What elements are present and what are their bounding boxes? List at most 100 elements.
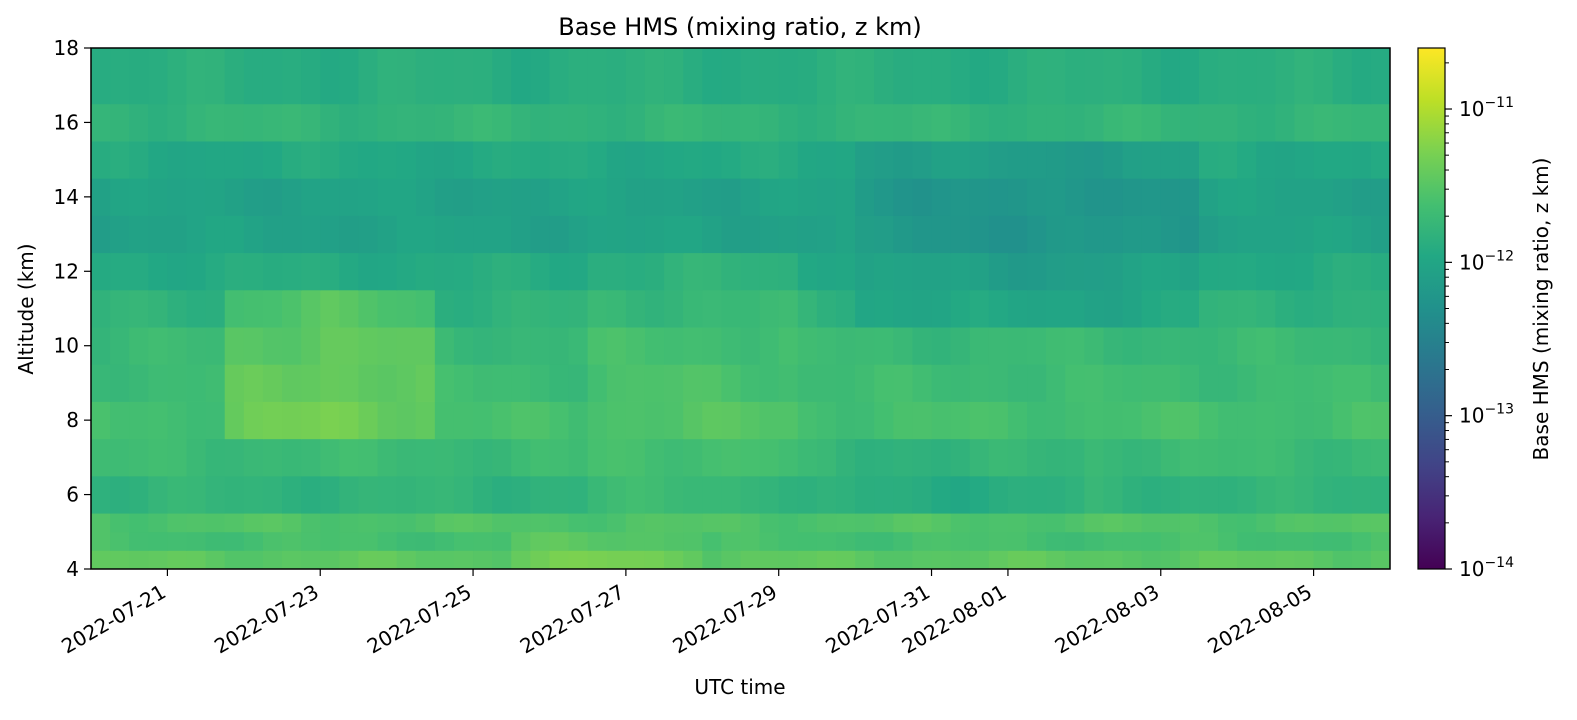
heatmap-cell — [625, 103, 646, 142]
heatmap-cell — [415, 438, 436, 477]
y-tick-label: 10 — [54, 334, 79, 358]
heatmap-cell — [1160, 531, 1181, 551]
heatmap-cell — [148, 327, 169, 365]
heatmap-cell — [262, 48, 283, 105]
heatmap-cell — [1313, 327, 1334, 365]
heatmap-cell — [1007, 327, 1028, 365]
heatmap-cell — [1027, 438, 1047, 477]
heatmap-cell — [1313, 178, 1334, 216]
heatmap-cell — [893, 531, 914, 551]
colorbar-tick-label: 10−12 — [1459, 248, 1514, 274]
heatmap-cell — [282, 438, 302, 477]
heatmap-cell — [855, 215, 875, 254]
heatmap-cell — [931, 438, 952, 477]
heatmap-cell — [1179, 364, 1200, 402]
heatmap-cell — [492, 48, 512, 105]
heatmap-cell — [912, 141, 933, 179]
heatmap-cell — [224, 141, 245, 179]
heatmap-cell — [950, 178, 971, 216]
heatmap-cell — [1141, 178, 1162, 216]
heatmap-cell — [721, 550, 742, 569]
heatmap-cell — [1084, 550, 1105, 569]
heatmap-cell — [243, 364, 264, 402]
heatmap-cell — [129, 252, 149, 291]
heatmap-cell — [1332, 550, 1353, 569]
heatmap-cell — [759, 252, 780, 291]
heatmap-cell — [702, 103, 722, 142]
heatmap-cell — [492, 438, 512, 477]
heatmap-cell — [492, 531, 512, 551]
heatmap-cell — [415, 252, 436, 291]
heatmap-cell — [855, 48, 875, 105]
heatmap-cell — [511, 178, 531, 216]
heatmap-cell — [988, 401, 1009, 440]
heatmap-cell — [1256, 531, 1276, 551]
heatmap-cell — [855, 401, 875, 440]
heatmap-cell — [1370, 252, 1390, 291]
heatmap-cell — [893, 289, 914, 328]
heatmap-cell — [1256, 513, 1276, 533]
heatmap-cell — [969, 513, 990, 533]
heatmap-cell — [434, 289, 455, 328]
heatmap-cell — [1122, 141, 1143, 179]
heatmap-cell — [912, 513, 933, 533]
heatmap-cell — [912, 103, 933, 142]
heatmap-cell — [740, 178, 761, 216]
heatmap-cell — [1160, 438, 1181, 477]
heatmap-cell — [1046, 513, 1066, 533]
heatmap-cell — [683, 103, 703, 142]
heatmap-cell — [282, 550, 302, 569]
heatmap-cell — [1275, 531, 1296, 551]
heatmap-cell — [988, 438, 1009, 477]
heatmap-cell — [1103, 252, 1124, 291]
heatmap-cell — [1294, 141, 1315, 179]
heatmap-cell — [473, 401, 493, 440]
heatmap-cell — [568, 178, 589, 216]
heatmap-cell — [893, 141, 914, 179]
heatmap-cell — [625, 178, 646, 216]
x-axis-label: UTC time — [694, 675, 785, 699]
heatmap-cell — [644, 141, 665, 179]
heatmap-cell — [339, 178, 360, 216]
heatmap-cell — [683, 252, 703, 291]
heatmap-cell — [358, 401, 379, 440]
heatmap-cell — [759, 531, 780, 551]
heatmap-cell — [587, 438, 608, 477]
heatmap-cell — [1198, 289, 1219, 328]
x-axis: 2022-07-21 2022-07-23 2022-07-25 2022-07-27… — [57, 569, 1316, 658]
heatmap-cell — [702, 327, 722, 365]
heatmap-cell — [511, 513, 531, 533]
heatmap-cell — [625, 327, 646, 365]
heatmap-cell — [530, 48, 551, 105]
heatmap-cell — [1027, 513, 1047, 533]
heatmap-cell — [473, 550, 493, 569]
heatmap-cell — [950, 438, 971, 477]
heatmap-cell — [339, 103, 360, 142]
heatmap-cell — [1237, 252, 1257, 291]
heatmap-cell — [415, 475, 436, 514]
heatmap-cell — [224, 438, 245, 477]
heatmap-cell — [683, 327, 703, 365]
heatmap-cell — [759, 215, 780, 254]
heatmap-cell — [186, 531, 207, 551]
heatmap-cell — [530, 215, 551, 254]
heatmap-cell — [664, 48, 684, 105]
heatmap-cell — [1218, 550, 1238, 569]
heatmap-cell — [644, 364, 665, 402]
heatmap-cell — [396, 401, 417, 440]
heatmap-cell — [415, 141, 436, 179]
heatmap-cell — [453, 252, 474, 291]
heatmap-cell — [606, 513, 627, 533]
heatmap-cell — [301, 215, 321, 254]
heatmap-cell — [186, 178, 207, 216]
heatmap-cell — [1313, 531, 1334, 551]
heatmap-cell — [644, 513, 665, 533]
heatmap-cell — [1065, 364, 1085, 402]
heatmap-cell — [148, 215, 169, 254]
heatmap-cell — [1294, 475, 1315, 514]
heatmap-cell — [511, 364, 531, 402]
heatmap-cell — [797, 364, 818, 402]
heatmap-cell — [950, 141, 971, 179]
heatmap-cell — [778, 141, 799, 179]
